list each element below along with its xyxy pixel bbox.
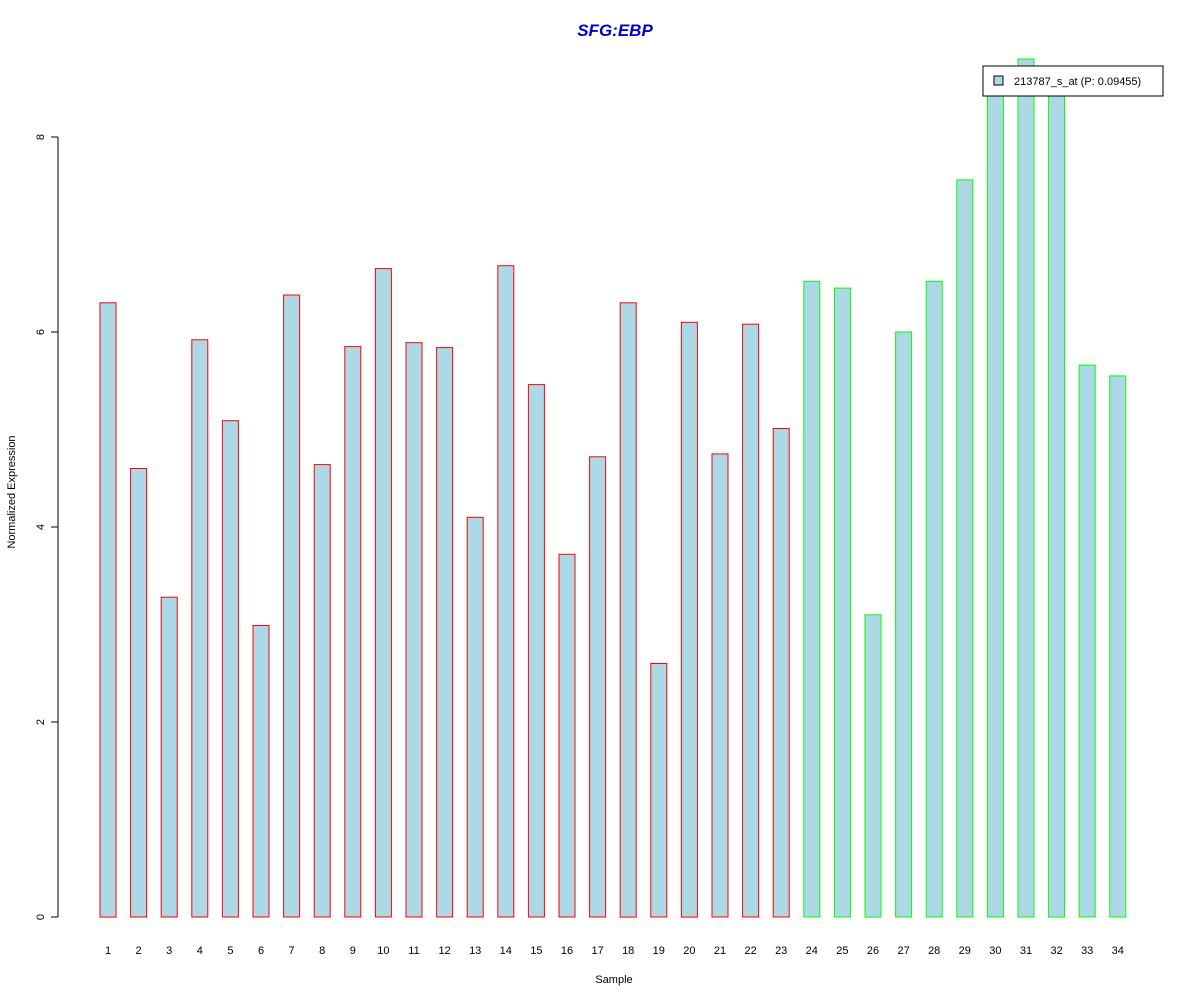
x-tick-label: 4	[197, 945, 203, 957]
x-tick-label: 24	[806, 945, 818, 957]
bar-sample-15	[527, 384, 545, 918]
x-tick-label: 6	[258, 945, 264, 957]
x-tick-label: 25	[836, 945, 848, 957]
x-tick-label: 21	[714, 945, 726, 957]
y-tick-label: 2	[35, 719, 47, 725]
legend-box	[982, 65, 1164, 97]
x-tick-label: 10	[377, 945, 389, 957]
y-axis-label: Normalized Expression	[6, 435, 18, 548]
y-tick-label: 0	[35, 914, 47, 920]
bar-sample-31	[1017, 58, 1035, 918]
x-tick-label: 1	[105, 945, 111, 957]
bar-sample-20	[680, 321, 698, 918]
x-tick-label: 3	[166, 945, 172, 957]
bar-sample-28	[925, 280, 943, 918]
x-tick-label: 28	[928, 945, 940, 957]
bar-sample-27	[895, 331, 913, 918]
x-tick-label: 16	[561, 945, 573, 957]
bar-sample-13	[466, 516, 484, 918]
bar-sample-11	[405, 342, 423, 918]
bar-sample-16	[558, 553, 576, 918]
bar-sample-1	[99, 302, 117, 918]
x-tick-label: 20	[683, 945, 695, 957]
x-tick-label: 15	[530, 945, 542, 957]
x-tick-label: 23	[775, 945, 787, 957]
bar-sample-22	[742, 323, 760, 918]
bar-sample-9	[344, 346, 362, 918]
legend-label: 213787_s_at (P: 0.09455)	[1014, 76, 1141, 88]
x-tick-label: 29	[959, 945, 971, 957]
y-tick-label: 4	[35, 524, 47, 530]
bar-sample-32	[1048, 87, 1066, 918]
bar-sample-14	[497, 265, 515, 918]
chart-title: SFG:EBP	[577, 21, 653, 40]
x-tick-label: 30	[989, 945, 1001, 957]
x-tick-label: 19	[653, 945, 665, 957]
bar-sample-34	[1109, 375, 1127, 918]
bar-sample-30	[986, 82, 1004, 918]
bar-sample-19	[650, 663, 668, 918]
x-tick-label: 18	[622, 945, 634, 957]
x-tick-label: 32	[1050, 945, 1062, 957]
bar-sample-29	[956, 179, 974, 918]
x-tick-label: 26	[867, 945, 879, 957]
bar-sample-12	[436, 347, 454, 918]
bar-sample-5	[221, 420, 239, 918]
x-tick-label: 7	[289, 945, 295, 957]
bar-sample-18	[619, 302, 637, 918]
x-tick-label: 13	[469, 945, 481, 957]
x-tick-label: 31	[1020, 945, 1032, 957]
bar-sample-8	[313, 464, 331, 918]
x-tick-label: 5	[227, 945, 233, 957]
bar-sample-23	[772, 428, 790, 918]
bar-sample-3	[160, 596, 178, 918]
bar-sample-7	[283, 294, 301, 918]
bars-layer	[99, 58, 1127, 918]
y-tick-label: 8	[35, 134, 47, 140]
x-tick-label: 14	[500, 945, 512, 957]
x-tick-label: 12	[438, 945, 450, 957]
bar-sample-24	[803, 280, 821, 918]
x-axis-label: Sample	[595, 974, 632, 986]
x-axis-labels: 1 2 3 4 5 6 7 8 9 10 11 12 13 14 15 16 17 18 19 20 21 22 23 24 2…	[105, 945, 1124, 957]
bar-sample-6	[252, 625, 270, 918]
legend: 213787_s_at (P: 0.09455)	[982, 65, 1164, 97]
legend-swatch	[993, 75, 1004, 86]
x-tick-label: 17	[591, 945, 603, 957]
x-tick-label: 34	[1112, 945, 1124, 957]
x-tick-label: 2	[136, 945, 142, 957]
bar-sample-33	[1078, 364, 1096, 918]
bar-sample-21	[711, 453, 729, 918]
x-tick-label: 8	[319, 945, 325, 957]
x-tick-label: 27	[897, 945, 909, 957]
y-tick-label: 6	[35, 329, 47, 335]
bar-sample-2	[130, 468, 148, 918]
bar-sample-10	[374, 268, 392, 918]
x-tick-label: 33	[1081, 945, 1093, 957]
y-axis: 0 2 4 6 8	[35, 134, 59, 920]
bar-sample-4	[191, 339, 209, 918]
bar-sample-17	[589, 456, 607, 918]
x-tick-label: 22	[744, 945, 756, 957]
x-tick-label: 11	[408, 945, 419, 957]
x-tick-label: 9	[350, 945, 356, 957]
bar-sample-26	[864, 614, 882, 918]
bar-sample-25	[833, 287, 851, 918]
